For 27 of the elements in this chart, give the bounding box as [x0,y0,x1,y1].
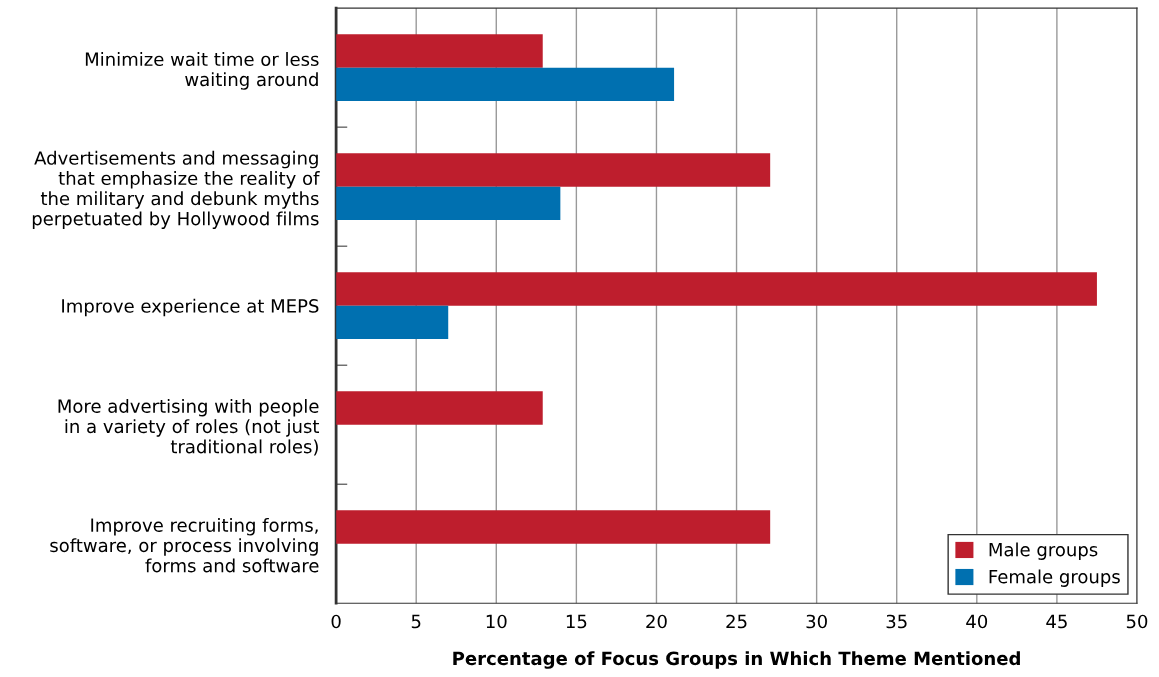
y-tick-label: Minimize wait time or less waiting around [85,52,319,90]
x-tick-label: 40 [966,614,988,629]
y-tick-label: Improve recruiting forms, software, or process involving forms and software [50,517,319,573]
x-tick-label: 0 [331,614,341,629]
bar [336,153,771,187]
bar [336,510,771,544]
legend-label: Female groups [989,569,1120,587]
y-tick-label: Improve experience at MEPS [62,298,319,317]
bar [336,391,543,425]
legend-label: Male groups [989,542,1098,560]
bar [336,67,675,101]
bar [336,186,561,220]
bar [336,272,1097,306]
x-tick-label: 50 [1126,614,1148,629]
x-tick-label: 25 [726,614,747,629]
y-tick-label: Advertisements and messaging that emphasize the reality of the military and debunk myths perpetuated by Hollywood films [32,150,320,229]
x-axis-title: Percentage of Focus Groups in Which Theme Mentioned [453,651,1020,669]
x-tick-label: 20 [646,614,667,629]
x-tick-label: 45 [1046,614,1067,629]
bar [336,34,543,68]
x-tick-label: 30 [806,614,827,629]
x-tick-label: 10 [486,614,507,629]
bar [336,305,449,339]
x-tick-label: 15 [566,614,587,629]
y-tick-label: More advertising with people in a variety of roles (not just traditional roles) [58,398,320,456]
x-tick-label: 5 [411,614,421,629]
x-tick-label: 35 [886,614,907,629]
